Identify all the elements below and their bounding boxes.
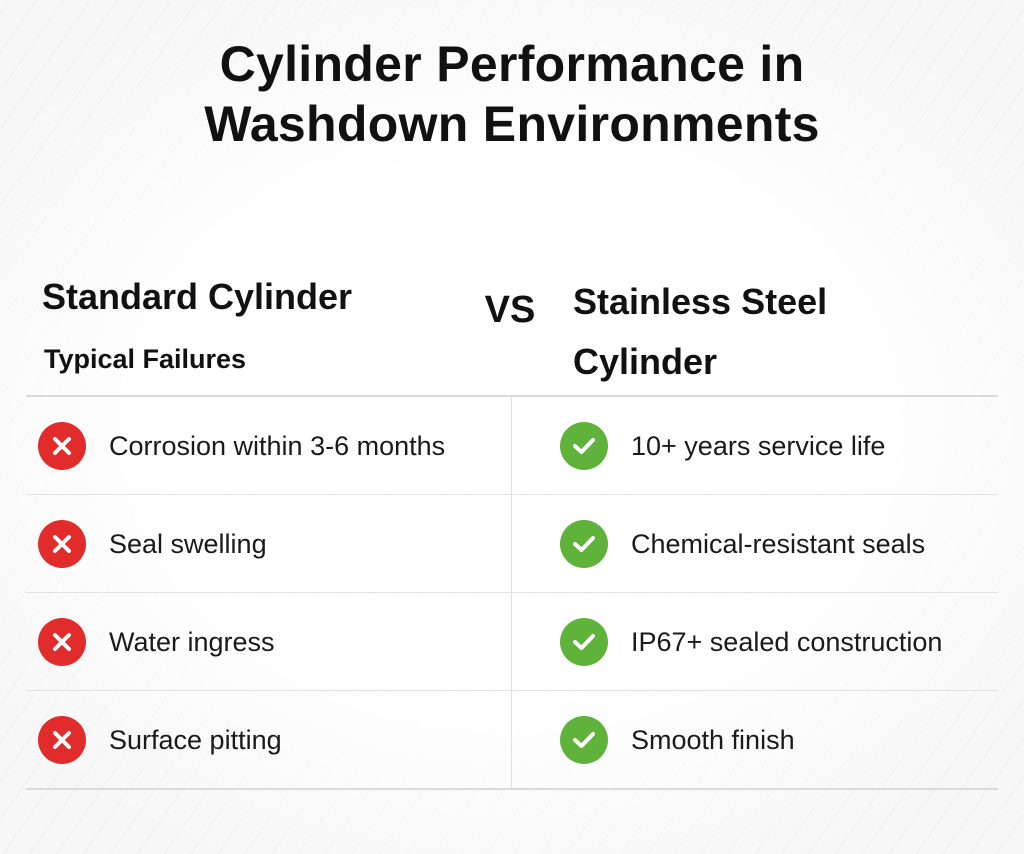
benefit-item: IP67+ sealed construction (560, 593, 996, 691)
table-row: Corrosion within 3-6 months 10+ years se… (26, 397, 998, 495)
failure-item: Water ingress (38, 593, 498, 691)
vs-label: VS (484, 289, 536, 331)
row-divider (26, 690, 998, 691)
page-title: Cylinder Performance in Washdown Environ… (0, 34, 1024, 154)
x-circle-icon (38, 716, 86, 764)
x-circle-icon (38, 520, 86, 568)
right-heading-line-1: Stainless Steel (573, 281, 828, 322)
failure-item-label: Corrosion within 3-6 months (109, 431, 446, 461)
comparison-table: Corrosion within 3-6 months 10+ years se… (26, 395, 998, 790)
failure-item: Surface pitting (38, 691, 498, 789)
row-divider (26, 592, 998, 593)
failure-item-label: Seal swelling (109, 529, 267, 559)
failure-item-label: Water ingress (109, 627, 275, 657)
benefit-item: Chemical-resistant seals (560, 495, 996, 593)
failure-item-label: Surface pitting (109, 725, 282, 755)
check-circle-icon (560, 716, 608, 764)
row-divider (26, 494, 998, 495)
check-circle-icon (560, 422, 608, 470)
title-line-2: Washdown Environments (204, 96, 820, 152)
right-heading-line-2: Cylinder (573, 341, 718, 382)
table-row: Water ingress IP67+ sealed construction (26, 593, 998, 691)
x-circle-icon (38, 422, 86, 470)
x-circle-icon (38, 618, 86, 666)
benefit-item-label: Smooth finish (631, 725, 795, 755)
failure-item: Corrosion within 3-6 months (38, 397, 498, 495)
stainless-steel-cylinder-heading: Stainless Steel Cylinder (573, 272, 993, 392)
table-row: Seal swelling Chemical-resistant seals (26, 495, 998, 593)
standard-cylinder-heading: Standard Cylinder (42, 276, 353, 317)
benefit-item: Smooth finish (560, 691, 996, 789)
benefit-item-label: 10+ years service life (631, 431, 886, 461)
benefit-item: 10+ years service life (560, 397, 996, 495)
title-line-1: Cylinder Performance in (219, 36, 805, 92)
check-circle-icon (560, 618, 608, 666)
table-row: Surface pitting Smooth finish (26, 691, 998, 789)
failure-item: Seal swelling (38, 495, 498, 593)
benefit-item-label: Chemical-resistant seals (631, 529, 926, 559)
typical-failures-subheading: Typical Failures (44, 344, 247, 374)
check-circle-icon (560, 520, 608, 568)
benefit-item-label: IP67+ sealed construction (631, 627, 943, 657)
